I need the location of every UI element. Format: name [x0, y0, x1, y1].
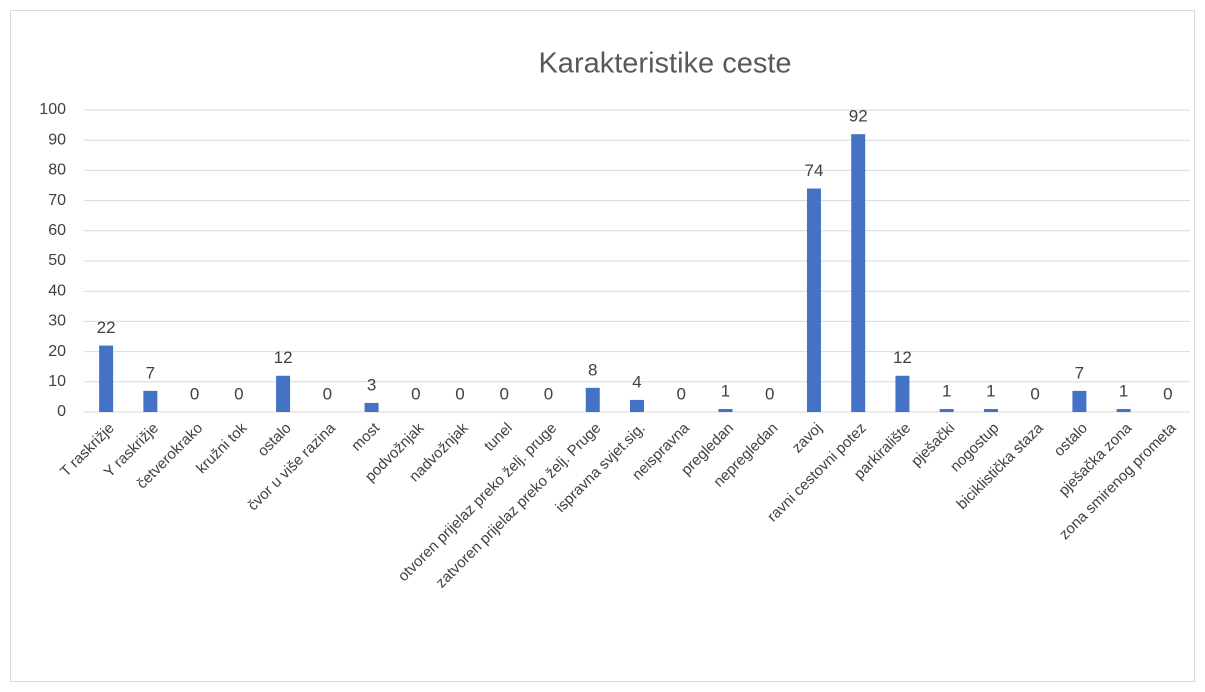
data-label: 0 [1030, 384, 1039, 403]
y-tick-label: 60 [48, 222, 66, 239]
data-label: 7 [146, 363, 155, 382]
data-label: 0 [1163, 384, 1172, 403]
bar [364, 402, 379, 412]
bar [630, 399, 644, 412]
y-tick-label: 20 [48, 343, 66, 360]
data-label: 8 [588, 360, 597, 379]
data-label: 0 [234, 384, 243, 403]
chart-frame [10, 10, 1195, 682]
y-tick-label: 80 [48, 162, 66, 179]
bar [99, 345, 114, 412]
bar [276, 375, 291, 412]
data-label: 0 [455, 384, 464, 403]
y-tick-label: 30 [48, 313, 66, 330]
y-tick-label: 0 [57, 403, 66, 420]
data-label: 3 [367, 375, 376, 394]
data-label: 0 [677, 384, 686, 403]
y-tick-label: 100 [39, 101, 66, 118]
data-label: 92 [849, 107, 868, 126]
data-label: 1 [986, 381, 995, 400]
bar [1116, 408, 1131, 412]
bar [585, 387, 600, 412]
bar [939, 408, 954, 412]
bar [143, 390, 158, 412]
data-label: 0 [411, 384, 420, 403]
bar [983, 408, 998, 412]
data-label: 7 [1075, 363, 1084, 382]
bar [895, 375, 910, 412]
data-label: 22 [97, 318, 116, 337]
data-label: 1 [1119, 381, 1128, 400]
data-label: 4 [632, 372, 641, 391]
chart-title: Karakteristike ceste [538, 48, 791, 80]
bar [1072, 390, 1087, 412]
data-label: 74 [804, 161, 823, 180]
y-tick-label: 10 [48, 373, 66, 390]
bar [851, 134, 866, 412]
bar [718, 408, 733, 412]
data-label: 0 [500, 384, 509, 403]
data-label: 12 [893, 348, 912, 367]
data-label: 12 [274, 348, 293, 367]
y-tick-label: 70 [48, 192, 66, 209]
data-label: 1 [942, 381, 951, 400]
y-tick-label: 40 [48, 282, 66, 299]
data-label: 1 [721, 381, 730, 400]
data-label: 0 [544, 384, 553, 403]
bar [806, 188, 821, 412]
data-label: 0 [190, 384, 199, 403]
y-tick-label: 50 [48, 252, 66, 269]
data-label: 0 [765, 384, 774, 403]
data-label: 0 [323, 384, 332, 403]
y-tick-label: 90 [48, 131, 66, 148]
